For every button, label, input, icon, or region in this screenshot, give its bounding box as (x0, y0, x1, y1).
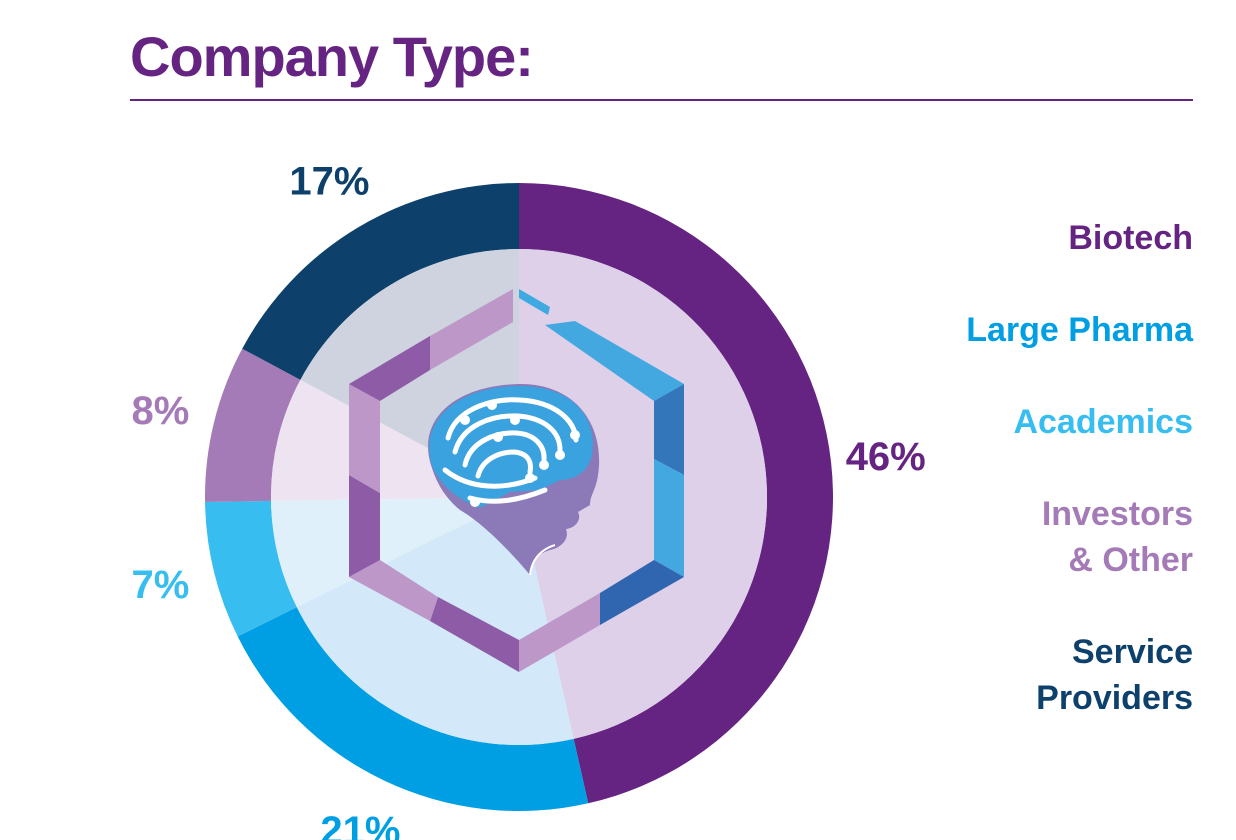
value-label-biotech: 46% (846, 435, 926, 479)
donut-slice-large-pharma (237, 607, 589, 812)
donut-slice-service-providers (242, 183, 520, 380)
donut-slice-investors-other (205, 348, 301, 502)
legend-item: Large Pharma (833, 307, 1193, 353)
value-label-service-providers: 17% (289, 159, 369, 203)
legend-item: Biotech (833, 215, 1193, 261)
chart-legend: Biotech Large Pharma Academics Investors & O… (833, 215, 1193, 721)
legend-item: Service Providers (833, 629, 1193, 721)
value-label-academics: 7% (131, 563, 189, 607)
legend-item-label: Biotech (1068, 219, 1193, 257)
legend-item-label: Academics (1013, 403, 1193, 441)
donut-slices (205, 183, 834, 812)
legend-item: Investors & Other (833, 491, 1193, 583)
value-label-investors-other: 8% (131, 389, 189, 433)
legend-item: Academics (833, 399, 1193, 445)
page-title: Company Type: (130, 25, 534, 88)
legend-item-label: Investors (1041, 495, 1193, 533)
inner-fill-academics (271, 497, 519, 608)
legend-item-label: Service (1072, 633, 1193, 671)
donut-slice-biotech (519, 183, 834, 804)
donut-slice-academics (205, 500, 297, 637)
percentage-labels: 46% 21% 7% 8% 17% (131, 159, 925, 840)
legend-item-label: Providers (1036, 679, 1193, 717)
title-divider (130, 99, 1193, 101)
hexagon-icon (349, 289, 684, 672)
legend-item-label: Large Pharma (966, 311, 1193, 349)
brain-head-icon (428, 384, 600, 576)
value-label-large-pharma: 21% (320, 809, 400, 840)
legend-item-label: & Other (1068, 541, 1193, 579)
